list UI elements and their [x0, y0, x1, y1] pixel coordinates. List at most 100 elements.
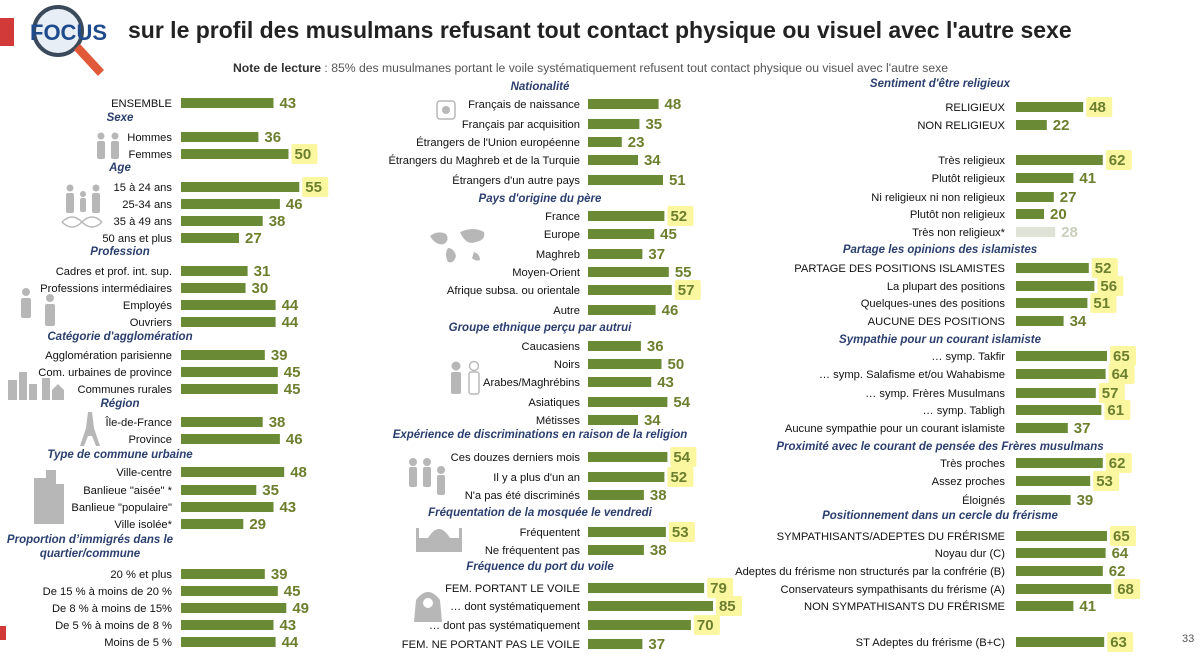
bar [181, 149, 289, 159]
bar-row: La plupart des positions 56 [887, 276, 1124, 296]
bar [181, 502, 274, 512]
bar-label: Étrangers d'un autre pays [452, 174, 580, 187]
bar-value: 48 [665, 96, 682, 113]
bar-label: ST Adeptes du frérisme (B+C) [856, 637, 1006, 649]
section-title: Proportion d’immigrés dans le quartier/co… [7, 534, 174, 560]
bar-label: Très non religieux* [912, 227, 1006, 239]
bar-value: 29 [249, 516, 266, 533]
bar-label: Métisses [536, 415, 581, 427]
bar-value: 79 [710, 580, 727, 597]
reading-note-label: Note de lecture [233, 61, 321, 75]
bar-value: 62 [1109, 563, 1126, 580]
bar-row: Adeptes du frérisme non structurés par l… [735, 563, 1125, 580]
bar-value: 68 [1117, 581, 1134, 598]
bar-label: Banlieue "aisée" * [83, 485, 172, 497]
bar-value: 85 [719, 598, 736, 615]
bar [588, 285, 672, 295]
people-icon [97, 132, 119, 159]
bar-row: Plutôt non religieux 20 [910, 206, 1067, 223]
bar-label: Conservateurs sympathisants du frérisme … [781, 584, 1006, 596]
bar-label: Île-de-France [104, 416, 172, 429]
bar-row: Éloignés 39 [962, 492, 1093, 509]
bar [181, 485, 257, 495]
value-highlight [667, 206, 694, 226]
bar-row: … symp. Salafisme et/ou Wahabisme 64 [819, 364, 1135, 384]
dna-icon [61, 216, 103, 228]
bar-row: Plutôt religieux 41 [932, 170, 1096, 187]
section-title: Profession [90, 246, 149, 258]
bar [1016, 227, 1056, 237]
bar [181, 569, 265, 579]
bar [588, 267, 669, 277]
bar-row: De 5 % à moins de 8 % 43 [55, 617, 296, 634]
bar-value: 53 [672, 524, 689, 541]
bar-value: 63 [1110, 634, 1127, 651]
bar [181, 350, 265, 360]
bar-label: France [545, 211, 580, 223]
bar-value: 37 [648, 246, 665, 263]
bar-value: 52 [670, 208, 687, 225]
bar-row: Hommes 36 [127, 129, 281, 146]
value-highlight [1098, 383, 1125, 403]
bar [181, 519, 244, 529]
bar-value: 51 [669, 172, 686, 189]
bar-row: Ni religieux ni non religieux 27 [871, 189, 1076, 206]
bar-row: 35 à 49 ans 38 [114, 213, 286, 230]
bar-value: 45 [284, 364, 301, 381]
section-title: Partage les opinions des islamistes [843, 244, 1037, 256]
bar-row: Moins de 5 % 44 [104, 634, 299, 651]
section-title: Sympathie pour un courant islamiste [839, 334, 1042, 346]
bar-label: La plupart des positions [887, 281, 1006, 293]
bar-value: 57 [1102, 385, 1119, 402]
bar-value: 65 [1113, 348, 1130, 365]
bar-value: 34 [644, 152, 661, 169]
bar [1016, 298, 1088, 308]
bar-value: 49 [292, 600, 309, 617]
value-highlight [1104, 400, 1131, 420]
bar-value: 51 [1093, 295, 1110, 312]
bar [588, 452, 668, 462]
section-title: Région [101, 398, 140, 410]
bar [1016, 566, 1103, 576]
bar [588, 397, 668, 407]
bar-value: 39 [271, 347, 288, 364]
bar-value: 65 [1113, 528, 1130, 545]
bar-value: 30 [252, 280, 269, 297]
bar-row: De 15 % à moins de 20 % 45 [43, 583, 301, 600]
bar [588, 620, 691, 630]
bar [181, 620, 274, 630]
bar-label: … symp. Salafisme et/ou Wahabisme [819, 369, 1005, 381]
bar-value: 61 [1107, 402, 1124, 419]
bar [181, 216, 263, 226]
bar-row: RELIGIEUX 48 [945, 97, 1113, 117]
bar [181, 417, 263, 427]
value-highlight [1091, 258, 1118, 278]
bar-row: Autre 46 [553, 302, 678, 319]
bar-label: RELIGIEUX [945, 102, 1005, 114]
bar-value: 46 [662, 302, 679, 319]
bar-value: 48 [290, 464, 307, 481]
section-title: Type de commune urbaine [47, 449, 193, 461]
bar-value: 38 [269, 213, 286, 230]
bar-value: 23 [628, 134, 645, 151]
bar-label: FEM. NE PORTANT PAS LE VOILE [402, 639, 580, 651]
workers-icon [21, 288, 55, 326]
eiffel-tower-icon [80, 412, 100, 446]
bar [588, 341, 641, 351]
bar-value: 62 [1109, 455, 1126, 472]
bar [588, 377, 652, 387]
bar-value: 64 [1112, 545, 1129, 562]
bar-row: ENSEMBLE 43 [111, 95, 296, 112]
value-highlight [670, 447, 697, 467]
bar-row: Cadres et prof. int. sup. 31 [56, 263, 271, 280]
bar-label: Étrangers de l'Union européenne [416, 136, 580, 149]
bar-row: Très proches 62 [940, 453, 1132, 473]
bar-label: 50 ans et plus [102, 233, 172, 245]
bar-label: Cadres et prof. int. sup. [56, 266, 172, 278]
person-silhouettes-icon [451, 360, 480, 395]
bar-label: 35 à 49 ans [114, 216, 173, 228]
bar [1016, 601, 1074, 611]
bar-value: 46 [286, 431, 303, 448]
bar-label: Ville isolée* [114, 519, 172, 531]
